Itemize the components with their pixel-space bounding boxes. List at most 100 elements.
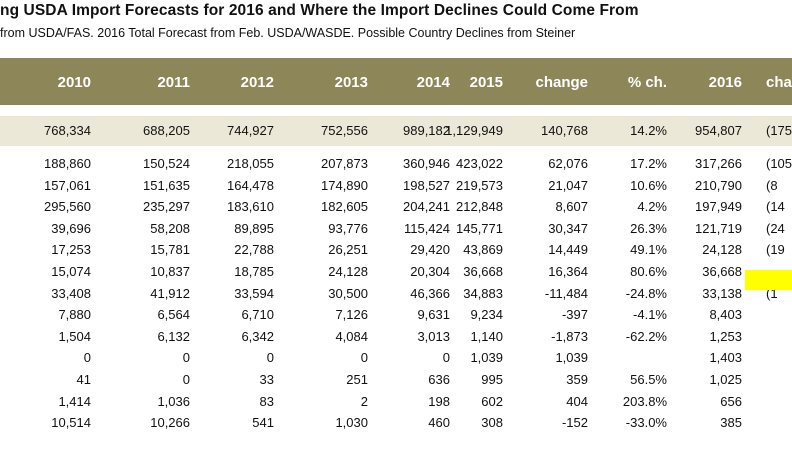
table-cell: 14,449 xyxy=(548,242,588,258)
table-cell: -4.1% xyxy=(633,307,667,323)
table-cell: 4.2% xyxy=(637,199,667,215)
table-cell: 0 xyxy=(442,350,450,366)
table-cell: 89,895 xyxy=(234,220,274,236)
table-cell: 6,132 xyxy=(157,328,190,344)
table-cell: 83 xyxy=(259,393,274,409)
table-cell: 10,514 xyxy=(51,415,91,431)
table-row: 1,504 6,132 6,342 4,084 3,013 1,140 -1,873 -62.… xyxy=(0,327,792,347)
table-cell: -152 xyxy=(561,415,588,431)
table-cell: 121,719 xyxy=(695,220,742,236)
table-cell: 460 xyxy=(428,415,450,431)
header-cell-2014: 2014 xyxy=(416,74,450,91)
table-cell: 41 xyxy=(76,372,91,387)
table-cell: 22,788 xyxy=(234,242,274,258)
table-row: 41 0 33 251 636 995 359 56.5% 1,025 xyxy=(0,370,792,390)
table-row: 15,074 10,837 18,785 24,128 20,304 36,668 16,3… xyxy=(0,262,792,282)
table-cell: 18,785 xyxy=(234,264,274,279)
table-cell: 30,347 xyxy=(548,220,588,236)
table-cell: 197,949 xyxy=(695,199,742,215)
table-cell: 1,025 xyxy=(709,372,742,387)
table-cell: 15,074 xyxy=(51,264,91,279)
table-cell: 36,668 xyxy=(463,264,503,279)
table-cell: -1,873 xyxy=(551,328,588,344)
table-cell: 30,500 xyxy=(328,285,368,301)
header-cell-cha: cha xyxy=(766,74,792,91)
table-cell: 360,946 xyxy=(403,156,450,171)
table-cell: 210,790 xyxy=(695,177,742,193)
table-cell: 62,076 xyxy=(548,156,588,171)
total-row-band xyxy=(0,116,792,146)
table-cell: 93,776 xyxy=(328,220,368,236)
highlighted-cell xyxy=(745,270,792,290)
table-cell: 385 xyxy=(720,415,742,431)
table-cell: 9,631 xyxy=(417,307,450,323)
table-cell: 10,266 xyxy=(150,415,190,431)
table-cell: 207,873 xyxy=(321,156,368,171)
header-cell-2015: 2015 xyxy=(469,74,503,91)
table-row: 295,560 235,297 183,610 182,605 204,241 212,8… xyxy=(0,197,792,217)
table-cell: 404 xyxy=(566,393,588,409)
table-cell: 10.6% xyxy=(630,177,667,193)
table-cell: 6,342 xyxy=(241,328,274,344)
table-cell: 0 xyxy=(182,350,190,366)
header-cell-2013: 2013 xyxy=(334,74,368,91)
table-cell: 7,880 xyxy=(58,307,91,323)
table-row: 39,696 58,208 89,895 93,776 115,424 145,771 30… xyxy=(0,219,792,239)
table-cell: 1,030 xyxy=(335,415,368,431)
table-cell: 7,126 xyxy=(335,307,368,323)
table-cell: 1,403 xyxy=(709,350,742,366)
table-cell: 0 xyxy=(83,350,91,366)
table-cell: -397 xyxy=(561,307,588,323)
table-cell: 0 xyxy=(360,350,368,366)
table-cell: 17.2% xyxy=(630,156,667,171)
table-cell: 212,848 xyxy=(456,199,503,215)
table-cell: 1,039 xyxy=(555,350,588,366)
table-cell: 9,234 xyxy=(470,307,503,323)
table-row: 1,414 1,036 83 2 198 602 404 203.8% 656 xyxy=(0,392,792,412)
table-cell: 1,039 xyxy=(470,350,503,366)
table-cell: 636 xyxy=(428,372,450,387)
table-cell: -24.8% xyxy=(625,285,667,301)
report-subtitle: from USDA/FAS. 2016 Total Forecast from … xyxy=(0,26,576,40)
table-cell: 34,883 xyxy=(463,285,503,301)
table-cell: 1,414 xyxy=(58,393,91,409)
table-cell: 251 xyxy=(346,372,368,387)
header-cell-2011: 2011 xyxy=(157,74,190,91)
table-cell: 203.8% xyxy=(622,393,667,409)
table-cell: 164,478 xyxy=(227,177,274,193)
report-title: ng USDA Import Forecasts for 2016 and Wh… xyxy=(0,2,639,19)
table-cell: 183,610 xyxy=(227,199,274,215)
table-cell: 26.3% xyxy=(630,220,667,236)
table-cell: 151,635 xyxy=(143,177,190,193)
table-cell: 150,524 xyxy=(143,156,190,171)
table-cell: 989,182 xyxy=(403,123,450,138)
table-cell: 33 xyxy=(259,372,274,387)
table-cell: 36,668 xyxy=(702,264,742,279)
table-cell: 24,128 xyxy=(328,264,368,279)
table-cell: 656 xyxy=(720,393,742,409)
table-cell: 4,084 xyxy=(335,328,368,344)
table-cell: 198 xyxy=(428,393,450,409)
table-row: 17,253 15,781 22,788 26,251 29,420 43,869 14,4… xyxy=(0,240,792,260)
table-cell: 0 xyxy=(182,372,190,387)
table-cell: 6,710 xyxy=(241,307,274,323)
table-cell: (19 xyxy=(766,242,785,258)
table-cell: 602 xyxy=(481,393,503,409)
table-cell: 235,297 xyxy=(143,199,190,215)
header-cell-2010: 2010 xyxy=(57,74,91,91)
table-cell: 218,055 xyxy=(227,156,274,171)
table-cell: 115,424 xyxy=(403,220,450,236)
table-cell: 1,253 xyxy=(709,328,742,344)
table-cell: 21,047 xyxy=(548,177,588,193)
table-cell: 33,408 xyxy=(51,285,91,301)
table-cell: 33,594 xyxy=(234,285,274,301)
table-cell: 744,927 xyxy=(227,123,274,138)
table-cell: 1,504 xyxy=(58,328,91,344)
table-cell: 46,366 xyxy=(410,285,450,301)
table-cell: 17,253 xyxy=(51,242,91,258)
table-cell: (8 xyxy=(766,177,778,193)
table-cell: 33,138 xyxy=(702,285,742,301)
table-cell: 58,208 xyxy=(150,220,190,236)
table-cell: 295,560 xyxy=(44,199,91,215)
table-cell: 24,128 xyxy=(702,242,742,258)
